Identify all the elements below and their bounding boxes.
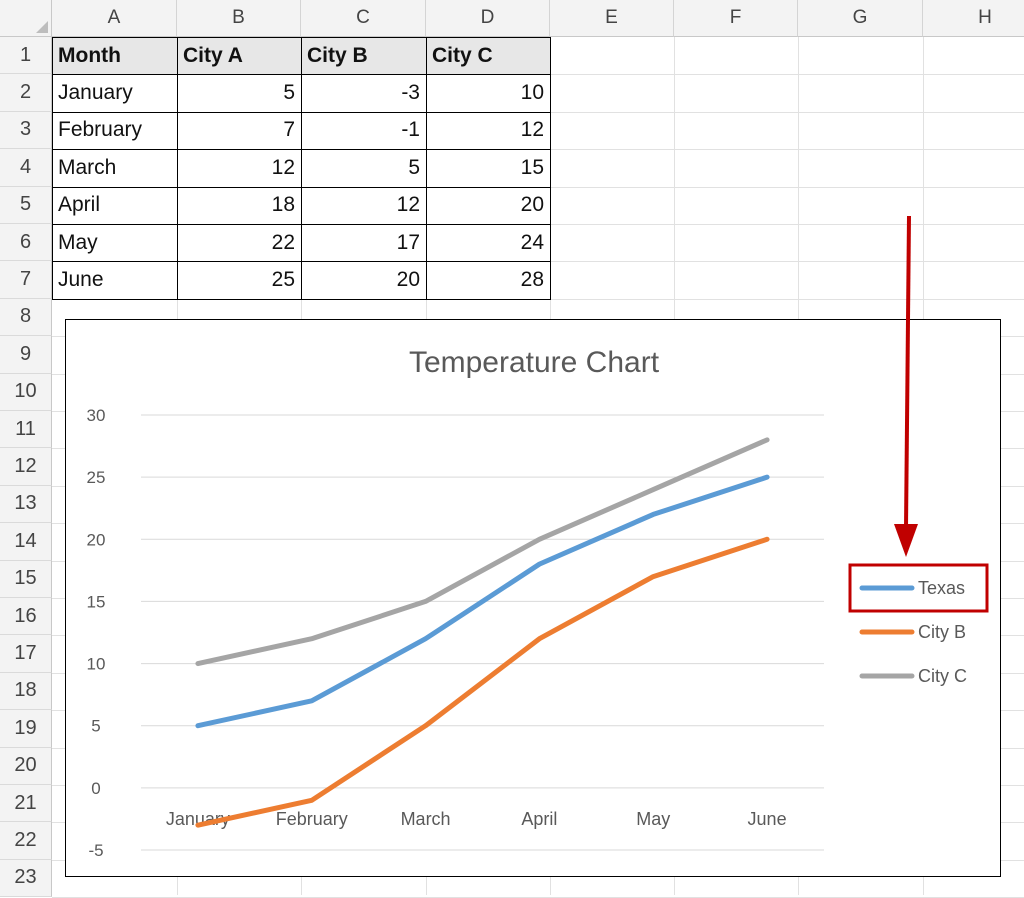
table-cell[interactable]: 12 bbox=[396, 193, 420, 217]
column-header-a[interactable]: A bbox=[52, 0, 177, 37]
table-border bbox=[52, 298, 551, 300]
table-cell[interactable]: 20 bbox=[520, 193, 544, 217]
column-header-h[interactable]: H bbox=[923, 0, 1024, 37]
row-header-20[interactable]: 20 bbox=[0, 747, 52, 785]
column-header-b[interactable]: B bbox=[177, 0, 301, 37]
table-cell[interactable]: June bbox=[58, 268, 104, 292]
x-tick-label: April bbox=[521, 809, 557, 829]
legend-highlight-box bbox=[848, 563, 989, 613]
table-cell[interactable]: 12 bbox=[271, 155, 295, 179]
series-line-texas[interactable] bbox=[195, 474, 770, 729]
table-border bbox=[301, 37, 302, 299]
table-cell[interactable]: 7 bbox=[283, 118, 295, 142]
row-header-2[interactable]: 2 bbox=[0, 74, 52, 112]
y-tick-label: 5 bbox=[91, 717, 100, 736]
table-cell[interactable]: 25 bbox=[271, 268, 295, 292]
table-cell[interactable]: April bbox=[58, 193, 101, 217]
column-header-f[interactable]: F bbox=[674, 0, 798, 37]
row-header-12[interactable]: 12 bbox=[0, 448, 52, 486]
row-header-15[interactable]: 15 bbox=[0, 560, 52, 598]
table-cell[interactable]: March bbox=[58, 155, 117, 179]
x-tick-label: March bbox=[401, 809, 451, 829]
row-header-7[interactable]: 7 bbox=[0, 261, 52, 299]
y-tick-label: -5 bbox=[88, 841, 103, 860]
column-header-c[interactable]: C bbox=[301, 0, 426, 37]
row-header-17[interactable]: 17 bbox=[0, 635, 52, 673]
table-cell[interactable]: May bbox=[58, 230, 98, 254]
column-header-g[interactable]: G bbox=[798, 0, 923, 37]
row-header-13[interactable]: 13 bbox=[0, 485, 52, 524]
row-header-19[interactable]: 19 bbox=[0, 710, 52, 748]
row-header-4[interactable]: 4 bbox=[0, 149, 52, 187]
row-header-18[interactable]: 18 bbox=[0, 672, 52, 711]
row-header-21[interactable]: 21 bbox=[0, 785, 52, 823]
table-cell[interactable]: 18 bbox=[271, 193, 295, 217]
table-header-cell[interactable]: Month bbox=[52, 37, 177, 75]
row-header-10[interactable]: 10 bbox=[0, 373, 52, 411]
table-cell[interactable]: 22 bbox=[271, 230, 295, 254]
table-cell[interactable]: 20 bbox=[396, 268, 420, 292]
table-cell[interactable]: 15 bbox=[520, 155, 544, 179]
y-tick-label: 30 bbox=[87, 406, 106, 425]
row-header-22[interactable]: 22 bbox=[0, 822, 52, 860]
row-header-23[interactable]: 23 bbox=[0, 859, 52, 898]
legend-label[interactable]: Texas bbox=[918, 578, 965, 598]
y-tick-label: 10 bbox=[87, 655, 106, 674]
chart-title: Temperature Chart bbox=[409, 346, 660, 379]
legend-label[interactable]: City C bbox=[918, 666, 967, 686]
series-line-city-b[interactable] bbox=[195, 536, 770, 828]
table-border bbox=[177, 37, 178, 299]
row-header-16[interactable]: 16 bbox=[0, 598, 52, 636]
table-cell[interactable]: January bbox=[58, 81, 133, 105]
select-all-icon bbox=[36, 21, 48, 33]
x-tick-label: February bbox=[276, 809, 348, 829]
table-cell[interactable]: 5 bbox=[283, 81, 295, 105]
table-cell[interactable]: 5 bbox=[408, 155, 420, 179]
table-header-cell[interactable]: City C bbox=[426, 37, 550, 75]
row-header-1[interactable]: 1 bbox=[0, 37, 52, 75]
table-cell[interactable]: -3 bbox=[401, 81, 420, 105]
table-cell[interactable]: 17 bbox=[396, 230, 420, 254]
temperature-chart[interactable]: Temperature Chart 30 25 20 15 10 5 0 -5 January Fe… bbox=[65, 319, 1001, 877]
row-header-14[interactable]: 14 bbox=[0, 523, 52, 561]
legend-label[interactable]: City B bbox=[918, 622, 966, 642]
table-border bbox=[550, 37, 551, 299]
table-cell[interactable]: 24 bbox=[520, 230, 544, 254]
table-cell[interactable]: 10 bbox=[520, 81, 544, 105]
table-border bbox=[52, 37, 53, 299]
table-cell[interactable]: 28 bbox=[520, 268, 544, 292]
table-cell[interactable]: 12 bbox=[520, 118, 544, 142]
row-header-5[interactable]: 5 bbox=[0, 186, 52, 224]
table-cell[interactable]: February bbox=[58, 118, 143, 142]
row-header-6[interactable]: 6 bbox=[0, 224, 52, 262]
select-all-corner[interactable] bbox=[0, 0, 52, 37]
row-header-8[interactable]: 8 bbox=[0, 298, 52, 337]
x-tick-label: June bbox=[748, 809, 787, 829]
table-cell[interactable]: -1 bbox=[401, 118, 420, 142]
row-header-3[interactable]: 3 bbox=[0, 111, 52, 150]
y-tick-label: 25 bbox=[87, 468, 106, 487]
x-tick-label: May bbox=[636, 809, 670, 829]
table-header-cell[interactable]: City A bbox=[177, 37, 301, 75]
table-border bbox=[426, 37, 427, 299]
column-header-e[interactable]: E bbox=[550, 0, 674, 37]
row-header-11[interactable]: 11 bbox=[0, 411, 52, 449]
series-line-city-c[interactable] bbox=[195, 437, 770, 667]
y-tick-label: 15 bbox=[87, 592, 106, 611]
y-tick-label: 0 bbox=[91, 779, 100, 798]
row-header-9[interactable]: 9 bbox=[0, 336, 52, 374]
table-header-cell[interactable]: City B bbox=[301, 37, 426, 75]
column-header-d[interactable]: D bbox=[426, 0, 550, 37]
y-tick-label: 20 bbox=[87, 530, 106, 549]
